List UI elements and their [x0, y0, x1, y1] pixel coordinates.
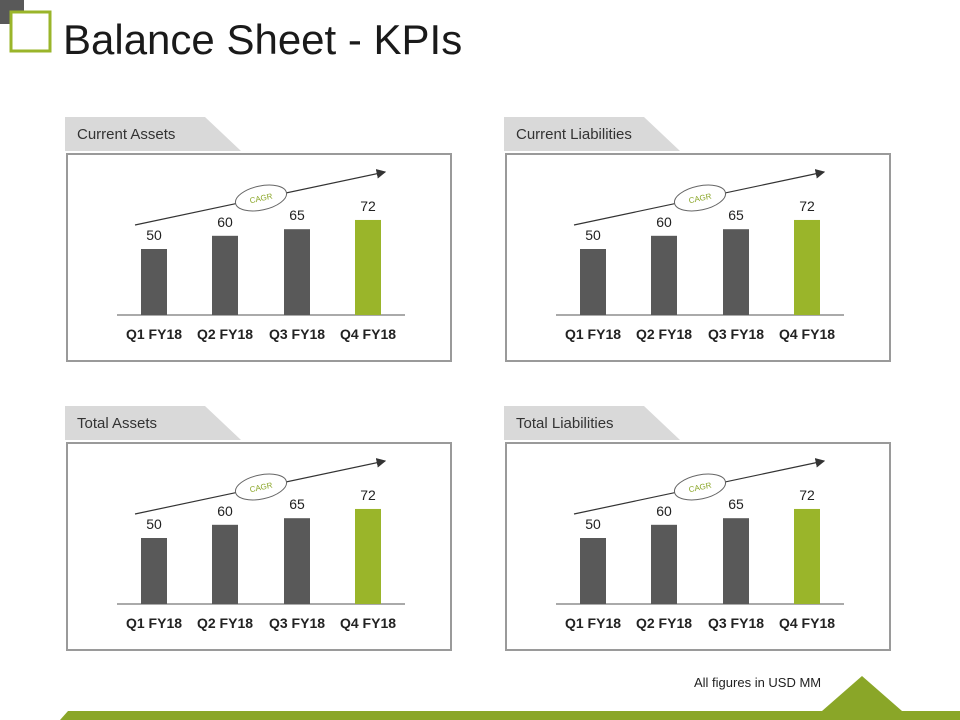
- cagr-badge: [234, 184, 288, 212]
- category-label: Q2 FY18: [197, 326, 253, 342]
- bar: [141, 249, 167, 315]
- category-label: Q1 FY18: [565, 326, 621, 342]
- category-label: Q2 FY18: [636, 615, 692, 631]
- chart-title: Current Liabilities: [516, 126, 632, 143]
- category-label: Q3 FY18: [269, 326, 325, 342]
- bar: [794, 219, 820, 315]
- category-label: Q4 FY18: [779, 615, 835, 631]
- data-label: 50: [146, 516, 162, 532]
- bar: [723, 229, 749, 315]
- category-label: Q4 FY18: [340, 326, 396, 342]
- category-label: Q3 FY18: [269, 615, 325, 631]
- data-label: 50: [585, 227, 601, 243]
- chart-panel-current-liabilities: Current Liabilities CAGR 50 Q1 FY18 60 Q2 FY…: [504, 117, 894, 367]
- data-label: 72: [799, 487, 815, 503]
- category-label: Q1 FY18: [126, 326, 182, 342]
- data-label: 50: [585, 516, 601, 532]
- category-label: Q1 FY18: [126, 615, 182, 631]
- data-label: 72: [360, 487, 376, 503]
- data-label: 72: [799, 198, 815, 214]
- logo-icon: [0, 0, 52, 53]
- bar: [212, 524, 238, 604]
- bar: [355, 508, 381, 604]
- data-label: 65: [289, 496, 305, 512]
- bar: [580, 538, 606, 604]
- data-label: 65: [289, 207, 305, 223]
- cagr-badge: [234, 473, 288, 501]
- category-label: Q2 FY18: [197, 615, 253, 631]
- footer-decoration: [60, 676, 960, 720]
- bar: [723, 518, 749, 604]
- data-label: 50: [146, 227, 162, 243]
- category-label: Q3 FY18: [708, 615, 764, 631]
- bar: [284, 518, 310, 604]
- category-label: Q4 FY18: [340, 615, 396, 631]
- data-label: 65: [728, 496, 744, 512]
- data-label: 60: [656, 503, 672, 519]
- footnote: All figures in USD MM: [694, 675, 822, 690]
- bar: [651, 524, 677, 604]
- cagr-badge: [673, 473, 727, 501]
- data-label: 65: [728, 207, 744, 223]
- bar: [141, 538, 167, 604]
- category-label: Q3 FY18: [708, 326, 764, 342]
- category-label: Q1 FY18: [565, 615, 621, 631]
- category-label: Q2 FY18: [636, 326, 692, 342]
- category-label: Q4 FY18: [779, 326, 835, 342]
- bar: [212, 235, 238, 315]
- data-label: 72: [360, 198, 376, 214]
- chart-panel-current-assets: Current Assets CAGR 50 Q1 FY18 60 Q2 FY18 65 Q…: [65, 117, 455, 367]
- cagr-badge: [673, 184, 727, 212]
- bar: [284, 229, 310, 315]
- bar: [794, 508, 820, 604]
- bar: [651, 235, 677, 315]
- chart-title: Total Assets: [77, 415, 158, 432]
- data-label: 60: [656, 214, 672, 230]
- data-label: 60: [217, 214, 233, 230]
- chart-title: Total Liabilities: [516, 415, 614, 432]
- chart-panel-total-liabilities: Total Liabilities CAGR 50 Q1 FY18 60 Q2 FY18…: [504, 406, 894, 656]
- chart-title: Current Assets: [77, 126, 176, 143]
- page-title: Balance Sheet - KPIs: [63, 16, 463, 63]
- bar: [355, 219, 381, 315]
- chart-panel-total-assets: Total Assets CAGR 50 Q1 FY18 60 Q2 FY18 65 Q3 …: [65, 406, 455, 656]
- bar: [580, 249, 606, 315]
- data-label: 60: [217, 503, 233, 519]
